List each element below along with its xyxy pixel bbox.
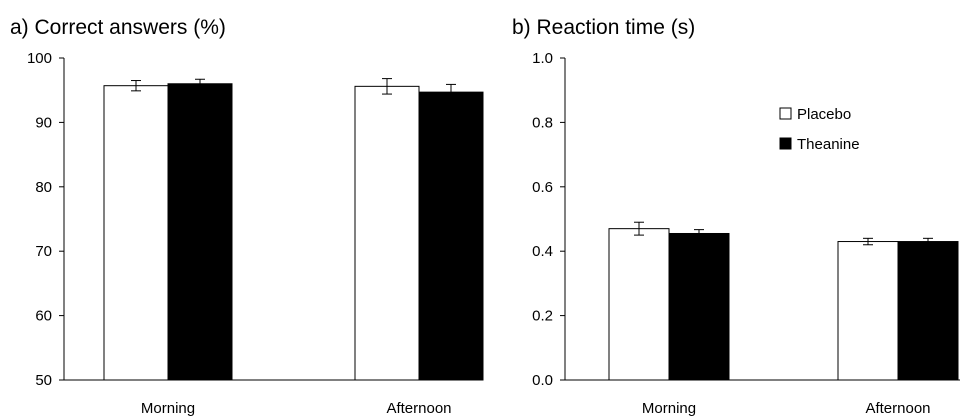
y-tick-label: 80 [35,179,52,196]
error-bar [694,229,704,238]
y-tick-label: 0.8 [532,114,553,131]
error-bar [446,83,456,100]
error-bar [131,80,141,92]
error-bar [195,78,205,89]
legend-swatch [779,107,792,120]
bar-placebo-morning [103,85,169,381]
bar-theanine-afternoon [897,241,959,381]
y-tick-label: 0.6 [532,179,553,196]
bar-placebo-afternoon [837,241,899,381]
bar-placebo-afternoon [354,85,420,381]
y-tick-label: 0.2 [532,308,553,325]
x-category-label: Morning [642,400,696,417]
chart-title: b) Reaction time (s) [512,16,695,39]
y-tick-label: 0.0 [532,372,553,389]
bar-theanine-morning [668,232,730,381]
chart-panel-a: a) Correct answers (%) 50 60 70 80 90 100 Morni… [10,16,484,417]
legend-item-placebo: Placebo [779,106,851,123]
bar-theanine-morning [167,83,233,381]
legend-item-theanine: Theanine [779,136,860,153]
y-tick-label: 90 [35,114,52,131]
y-tick-label: 100 [27,50,52,67]
x-category-label: Afternoon [865,400,930,417]
chart-title: a) Correct answers (%) [10,16,226,39]
chart-panel-b: b) Reaction time (s) 0.0 0.2 0.4 0.6 0.8 1.0 Mo… [512,16,960,417]
x-category-label: Afternoon [386,400,451,417]
y-tick-label: 70 [35,243,52,260]
error-bar [634,221,644,236]
y-tick-label: 0.4 [532,243,553,260]
y-tick-label: 50 [35,372,52,389]
y-tick-label: 1.0 [532,50,553,67]
x-category-label: Morning [141,400,195,417]
legend: Placebo Theanine [779,106,860,153]
bar-theanine-afternoon [418,91,484,381]
bar-placebo-morning [608,228,670,381]
error-bar [382,78,392,95]
y-tick-label: 60 [35,308,52,325]
error-bar [863,237,873,246]
legend-swatch [779,137,792,150]
error-bar [923,237,933,245]
legend-label: Theanine [797,136,860,153]
legend-label: Placebo [797,106,851,123]
